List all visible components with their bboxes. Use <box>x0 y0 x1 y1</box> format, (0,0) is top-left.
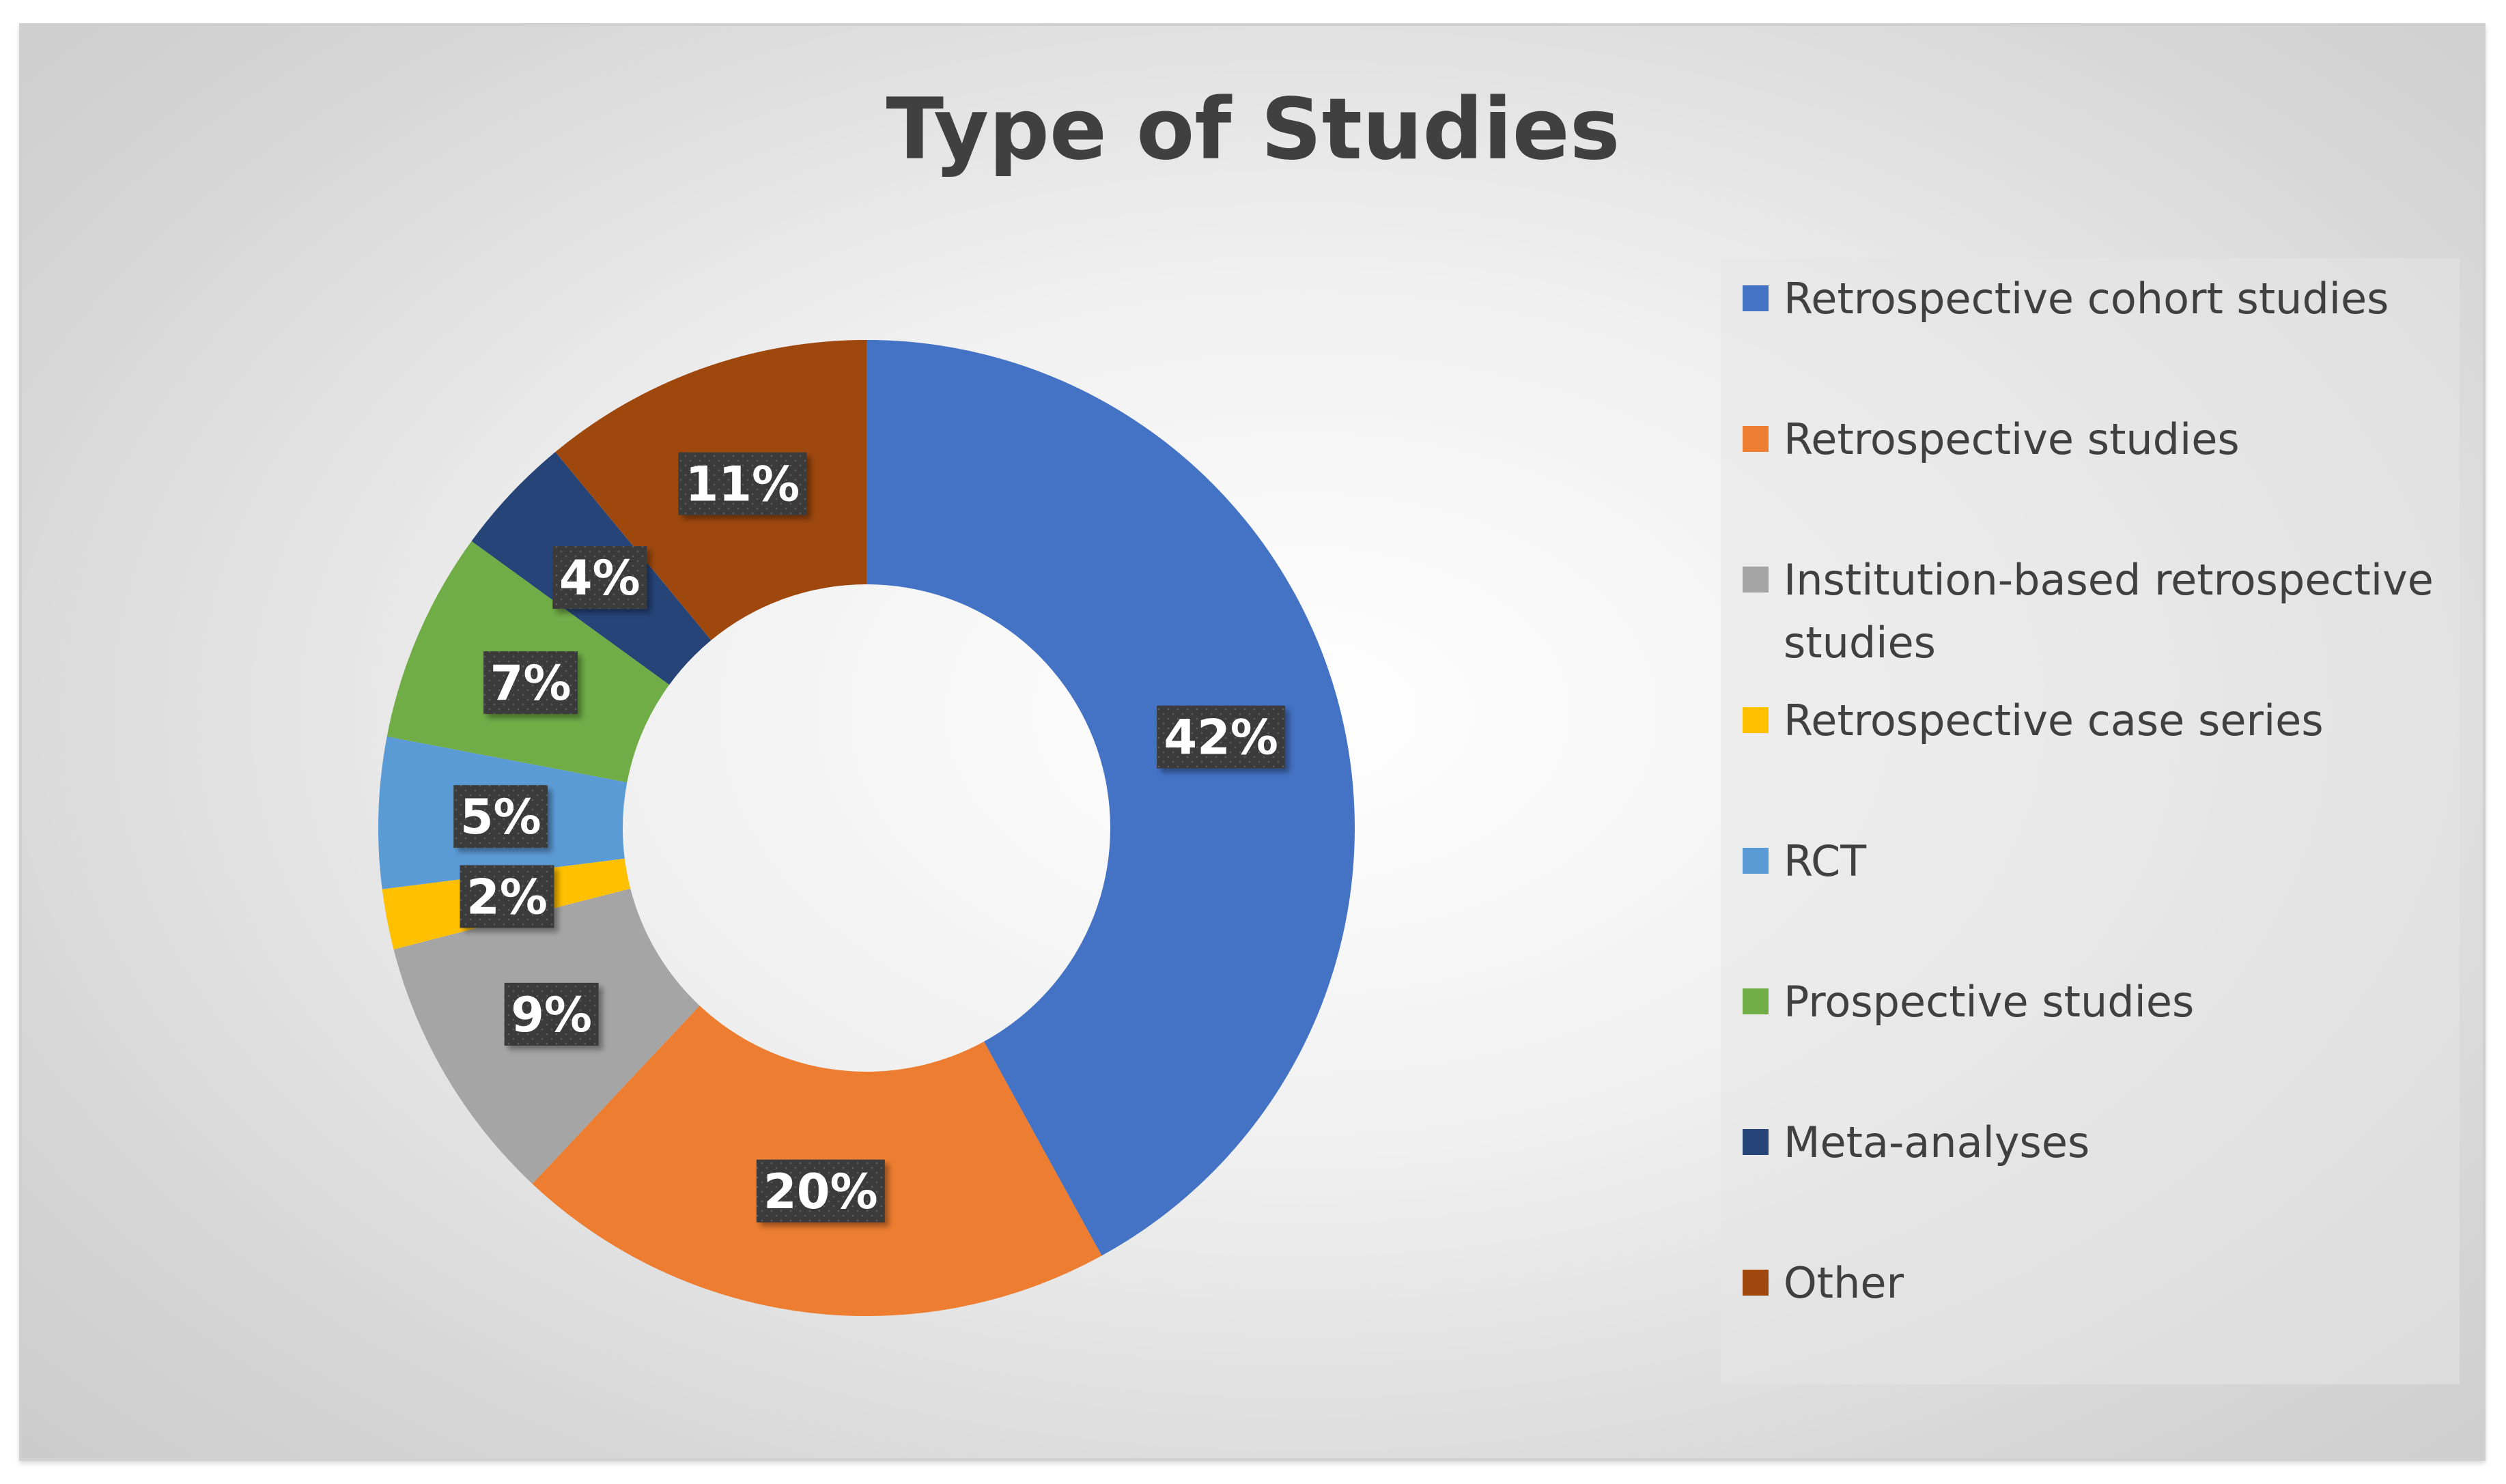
data-label-rct: 5% <box>453 785 548 848</box>
data-label-box <box>756 1159 885 1223</box>
legend-swatch <box>1743 988 1769 1014</box>
legend-item-retrospective-cohort-studies: Retrospective cohort studies <box>1743 274 2389 324</box>
legend-label: Retrospective cohort studies <box>1784 274 2389 324</box>
legend-item-retrospective-case-series: Retrospective case series <box>1743 696 2324 745</box>
legend-swatch <box>1743 1270 1769 1296</box>
legend-label: Other <box>1784 1258 1904 1308</box>
legend-swatch <box>1743 707 1769 733</box>
data-label-value: 20% <box>763 1164 878 1220</box>
data-label-retrospective-studies: 20% <box>756 1159 885 1223</box>
data-label-box <box>504 982 599 1046</box>
data-label-box <box>1157 705 1286 769</box>
data-label-value: 4% <box>559 550 640 606</box>
legend-label: Institution-based retrospective studies <box>1784 555 2434 668</box>
data-label-value: 7% <box>490 655 572 711</box>
data-label-box <box>460 865 554 928</box>
legend: Retrospective cohort studies Retrospectiv… <box>1721 258 2460 1384</box>
chart-title: Type of Studies <box>886 81 1620 179</box>
legend-swatch <box>1743 567 1769 593</box>
data-label-box <box>678 452 807 515</box>
data-label-value: 5% <box>460 789 541 845</box>
legend-swatch <box>1743 426 1769 452</box>
legend-item-retrospective-studies: Retrospective studies <box>1743 414 2240 464</box>
legend-item-rct: RCT <box>1743 836 1867 886</box>
data-label-value: 9% <box>511 987 592 1043</box>
data-label-retrospective-cohort-studies: 42% <box>1157 705 1286 769</box>
data-label-box <box>453 785 548 848</box>
data-label-institution-based-retrospective-studies: 9% <box>504 982 599 1046</box>
legend-swatch <box>1743 848 1769 874</box>
legend-label: Prospective studies <box>1784 977 2194 1027</box>
legend-label: RCT <box>1784 836 1867 886</box>
data-labels: 42% 20% 9% 2% 5% 7% 4% 11% <box>453 452 1286 1223</box>
data-label-prospective-studies: 7% <box>483 651 578 715</box>
legend-item-prospective-studies: Prospective studies <box>1743 977 2194 1027</box>
legend-label: Retrospective studies <box>1784 414 2240 464</box>
data-label-other: 11% <box>678 452 807 515</box>
data-label-box <box>552 546 647 610</box>
legend-item-other: Other <box>1743 1258 1904 1308</box>
data-label-retrospective-case-series: 2% <box>460 865 554 928</box>
data-label-value: 2% <box>466 869 548 925</box>
legend-item-meta-analyses: Meta-analyses <box>1743 1117 2089 1167</box>
data-label-value: 11% <box>686 457 800 513</box>
slice-retrospective-cohort-studies <box>867 340 1355 1256</box>
data-label-value: 42% <box>1164 710 1278 766</box>
legend-label: Meta-analyses <box>1784 1117 2089 1167</box>
legend-swatch <box>1743 1129 1769 1155</box>
data-label-meta-analyses: 4% <box>552 546 647 610</box>
legend-swatch <box>1743 285 1769 311</box>
legend-label: Retrospective case series <box>1784 696 2324 745</box>
legend-box <box>1721 258 2460 1384</box>
data-label-box <box>483 651 578 715</box>
legend-item-institution-based-retrospective-studies: Institution-based retrospective studies <box>1743 555 2434 668</box>
